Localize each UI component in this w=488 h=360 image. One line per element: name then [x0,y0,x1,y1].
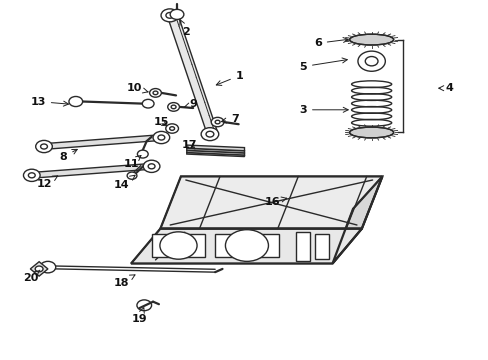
Circle shape [365,57,377,66]
Text: 11: 11 [123,156,141,169]
Text: 9: 9 [183,99,197,109]
Text: 2: 2 [180,20,189,37]
Circle shape [35,266,43,272]
Polygon shape [186,145,244,157]
Polygon shape [131,229,361,264]
Text: 17: 17 [182,140,197,150]
Circle shape [167,103,179,111]
Text: 13: 13 [30,96,68,107]
Text: 12: 12 [36,176,58,189]
Polygon shape [32,163,151,178]
Circle shape [41,144,47,149]
Circle shape [158,135,164,140]
Text: 8: 8 [60,149,77,162]
Polygon shape [215,234,278,257]
Text: 6: 6 [313,37,347,48]
Polygon shape [44,135,161,149]
Text: 16: 16 [264,197,286,207]
Circle shape [36,140,52,153]
Circle shape [201,128,218,141]
Circle shape [205,131,213,137]
Circle shape [137,150,148,158]
Ellipse shape [349,127,393,138]
Circle shape [153,131,169,144]
Circle shape [149,89,161,97]
Circle shape [160,232,197,259]
Text: 14: 14 [113,175,135,190]
Circle shape [137,300,151,311]
Polygon shape [332,176,382,264]
Circle shape [28,173,35,178]
Text: 19: 19 [131,308,147,324]
Circle shape [215,120,220,124]
Polygon shape [315,234,328,259]
Circle shape [153,91,158,95]
Polygon shape [151,234,205,257]
Circle shape [23,169,40,181]
Circle shape [40,261,56,273]
Ellipse shape [349,34,393,45]
Circle shape [357,51,385,71]
Circle shape [165,124,178,133]
Polygon shape [295,232,309,261]
Text: 18: 18 [113,275,135,288]
Circle shape [161,9,178,22]
Text: 20: 20 [22,270,40,283]
Circle shape [127,172,137,179]
Circle shape [225,230,268,261]
Polygon shape [160,176,382,229]
Circle shape [169,127,174,130]
Circle shape [165,13,173,18]
Text: 5: 5 [299,58,346,72]
Polygon shape [30,262,48,276]
Circle shape [170,9,183,19]
Circle shape [142,99,154,108]
Circle shape [211,117,224,127]
Circle shape [69,96,82,107]
Circle shape [148,164,155,169]
Circle shape [171,105,176,109]
Text: 7: 7 [221,114,238,124]
Text: 15: 15 [153,117,169,127]
Text: 3: 3 [299,105,347,115]
Polygon shape [167,14,217,135]
Text: 4: 4 [438,83,453,93]
Circle shape [143,160,160,172]
Text: 1: 1 [216,71,243,85]
Text: 10: 10 [126,83,148,93]
